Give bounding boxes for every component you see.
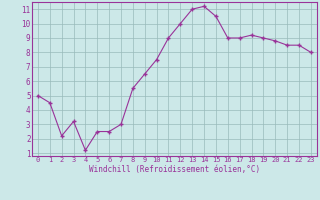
X-axis label: Windchill (Refroidissement éolien,°C): Windchill (Refroidissement éolien,°C) <box>89 165 260 174</box>
